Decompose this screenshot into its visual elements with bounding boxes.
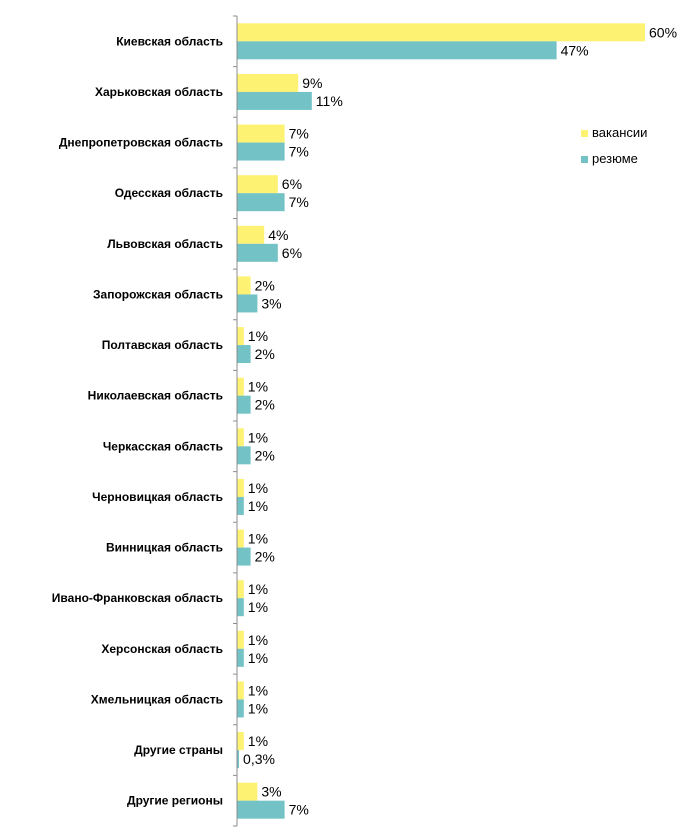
bars <box>237 23 645 819</box>
legend-label-resumes: резюме <box>592 151 638 166</box>
data-label-resumes: 1% <box>248 498 268 514</box>
bar-vacancies <box>237 377 244 396</box>
data-label-resumes: 47% <box>561 42 589 58</box>
category-label: Другие страны <box>134 743 223 757</box>
data-label-resumes: 1% <box>248 650 268 666</box>
data-label-resumes: 2% <box>255 447 275 463</box>
bar-vacancies <box>237 478 244 497</box>
bar-vacancies <box>237 580 244 599</box>
category-label: Полтавская область <box>102 338 223 352</box>
bar-resumes <box>237 91 312 110</box>
category-label: Черновицкая область <box>92 490 223 504</box>
bar-resumes <box>237 750 240 769</box>
category-label: Киевская область <box>116 34 223 48</box>
category-label: Львовская область <box>107 237 223 251</box>
category-label: Хмельницкая область <box>91 692 223 706</box>
data-label-resumes: 2% <box>255 346 275 362</box>
data-label-vacancies: 1% <box>248 632 268 648</box>
data-label-vacancies: 9% <box>302 75 322 91</box>
y-axis-ticks <box>233 15 237 827</box>
data-label-resumes: 3% <box>261 295 281 311</box>
bar-resumes <box>237 193 285 212</box>
data-label-resumes: 6% <box>282 245 302 261</box>
data-label-vacancies: 6% <box>282 176 302 192</box>
category-label: Харьковская область <box>95 85 223 99</box>
category-label: Днепропетровская область <box>59 136 223 150</box>
data-label-resumes: 11% <box>316 93 343 109</box>
data-label-vacancies: 4% <box>268 227 288 243</box>
category-label: Херсонская область <box>101 642 223 656</box>
legend: вакансии резюме <box>581 125 647 166</box>
data-label-resumes: 7% <box>289 144 309 160</box>
legend-label-vacancies: вакансии <box>592 125 647 140</box>
bar-resumes <box>237 496 244 515</box>
bar-resumes <box>237 648 244 667</box>
bar-vacancies <box>237 23 645 42</box>
data-label-vacancies: 1% <box>248 682 268 698</box>
bar-resumes <box>237 345 251 364</box>
data-label-resumes: 7% <box>289 802 309 818</box>
data-label-vacancies: 2% <box>255 277 275 293</box>
data-label-resumes: 1% <box>248 599 268 615</box>
bar-vacancies <box>237 681 244 700</box>
data-label-vacancies: 3% <box>261 784 281 800</box>
bar-vacancies <box>237 782 258 801</box>
category-label: Черкасская область <box>103 439 223 453</box>
data-label-vacancies: 1% <box>248 379 268 395</box>
bar-vacancies <box>237 124 285 143</box>
category-label: Винницкая область <box>106 541 223 555</box>
bar-vacancies <box>237 428 244 447</box>
category-label: Другие регионы <box>127 794 223 808</box>
bar-vacancies <box>237 529 244 548</box>
data-label-resumes: 0,3% <box>243 751 275 767</box>
data-label-resumes: 1% <box>248 700 268 716</box>
bar-vacancies <box>237 732 244 751</box>
bar-resumes <box>237 142 285 161</box>
bar-resumes <box>237 294 258 313</box>
value-labels: 60% 47% 9% 11% 7% 7% 6% 7% 4% 6% 2% 3% 1% 2% 1% 2% 1% 2% 1… <box>243 24 677 817</box>
bar-resumes <box>237 598 244 617</box>
legend-swatch-vacancies <box>581 130 588 137</box>
data-label-vacancies: 1% <box>248 733 268 749</box>
data-label-vacancies: 7% <box>289 126 309 142</box>
bar-resumes <box>237 699 244 718</box>
category-labels: Киевская область Харьковская область Днепр… <box>52 34 223 807</box>
data-label-vacancies: 60% <box>649 24 677 40</box>
category-label: Запорожская область <box>93 287 223 301</box>
bar-vacancies <box>237 276 251 295</box>
bar-vacancies <box>237 630 244 649</box>
bar-resumes <box>237 800 285 819</box>
data-label-vacancies: 1% <box>248 429 268 445</box>
data-label-vacancies: 1% <box>248 480 268 496</box>
bar-vacancies <box>237 175 278 194</box>
bar-vacancies <box>237 225 265 244</box>
legend-swatch-resumes <box>581 156 588 163</box>
bar-resumes <box>237 446 251 465</box>
bar-resumes <box>237 41 557 60</box>
data-label-resumes: 2% <box>255 397 275 413</box>
data-label-vacancies: 1% <box>248 531 268 547</box>
bar-resumes <box>237 547 251 566</box>
bar-resumes <box>237 395 251 414</box>
data-label-resumes: 2% <box>255 549 275 565</box>
bar-vacancies <box>237 73 299 92</box>
category-label: Одесская область <box>115 186 223 200</box>
data-label-vacancies: 1% <box>248 581 268 597</box>
bar-vacancies <box>237 327 244 346</box>
category-label: Ивано-Франковская область <box>52 591 223 605</box>
data-label-resumes: 7% <box>289 194 309 210</box>
bar-resumes <box>237 243 278 262</box>
data-label-vacancies: 1% <box>248 328 268 344</box>
category-label: Николаевская область <box>88 389 223 403</box>
